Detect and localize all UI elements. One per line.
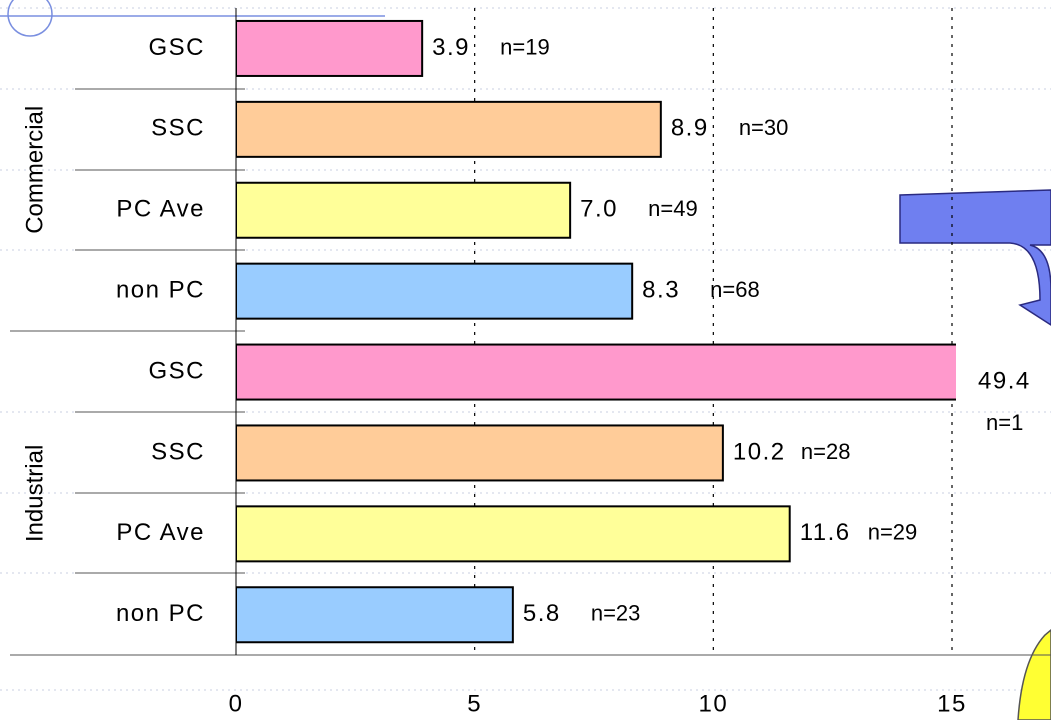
value-label: 8.9 — [671, 115, 709, 142]
n-label: n=1 — [986, 410, 1023, 435]
y-tick-label: non PC — [116, 600, 205, 627]
value-label: 3.9 — [432, 34, 470, 61]
x-tick-label: 0 — [229, 690, 244, 717]
value-label: 11.6 — [800, 519, 851, 546]
n-label: n=68 — [710, 277, 760, 302]
group-label: Industrial — [21, 445, 48, 542]
x-tick-label: 10 — [698, 690, 728, 717]
separators — [10, 88, 1051, 656]
bar — [236, 181, 572, 239]
y-tick-label: GSC — [148, 34, 205, 61]
n-label: n=29 — [868, 520, 918, 545]
bar — [236, 100, 662, 158]
bar — [236, 19, 424, 77]
y-tick-label: PC Ave — [116, 519, 205, 546]
plot: 0 5 10 15 GSC 3.9 n=19 SSC 8.9 n=30 PC Ave 7.0 n=49 n… — [21, 8, 1031, 717]
n-label: n=19 — [500, 34, 550, 59]
value-label: 10.2 — [733, 438, 786, 465]
value-label: 8.3 — [642, 276, 680, 303]
y-tick-label: PC Ave — [116, 196, 205, 223]
group-label: Commercial — [21, 106, 48, 234]
bar — [236, 505, 791, 563]
bar — [236, 586, 514, 644]
bars — [236, 19, 956, 644]
n-label: n=23 — [591, 601, 641, 626]
bar — [236, 424, 724, 482]
x-tick-label: 15 — [937, 690, 967, 717]
y-tick-label: SSC — [151, 115, 205, 142]
y-tick-label: SSC — [151, 438, 205, 465]
y-tick-label: GSC — [148, 357, 205, 384]
n-label: n=30 — [739, 115, 789, 140]
value-label: 49.4 — [978, 367, 1031, 394]
bar — [236, 262, 634, 320]
n-label: n=49 — [648, 196, 698, 221]
bar — [236, 343, 956, 401]
value-label: 5.8 — [523, 600, 561, 627]
n-label: n=28 — [801, 439, 851, 464]
value-label: 7.0 — [580, 196, 618, 223]
y-tick-label: non PC — [116, 276, 205, 303]
x-tick-label: 5 — [467, 690, 482, 717]
